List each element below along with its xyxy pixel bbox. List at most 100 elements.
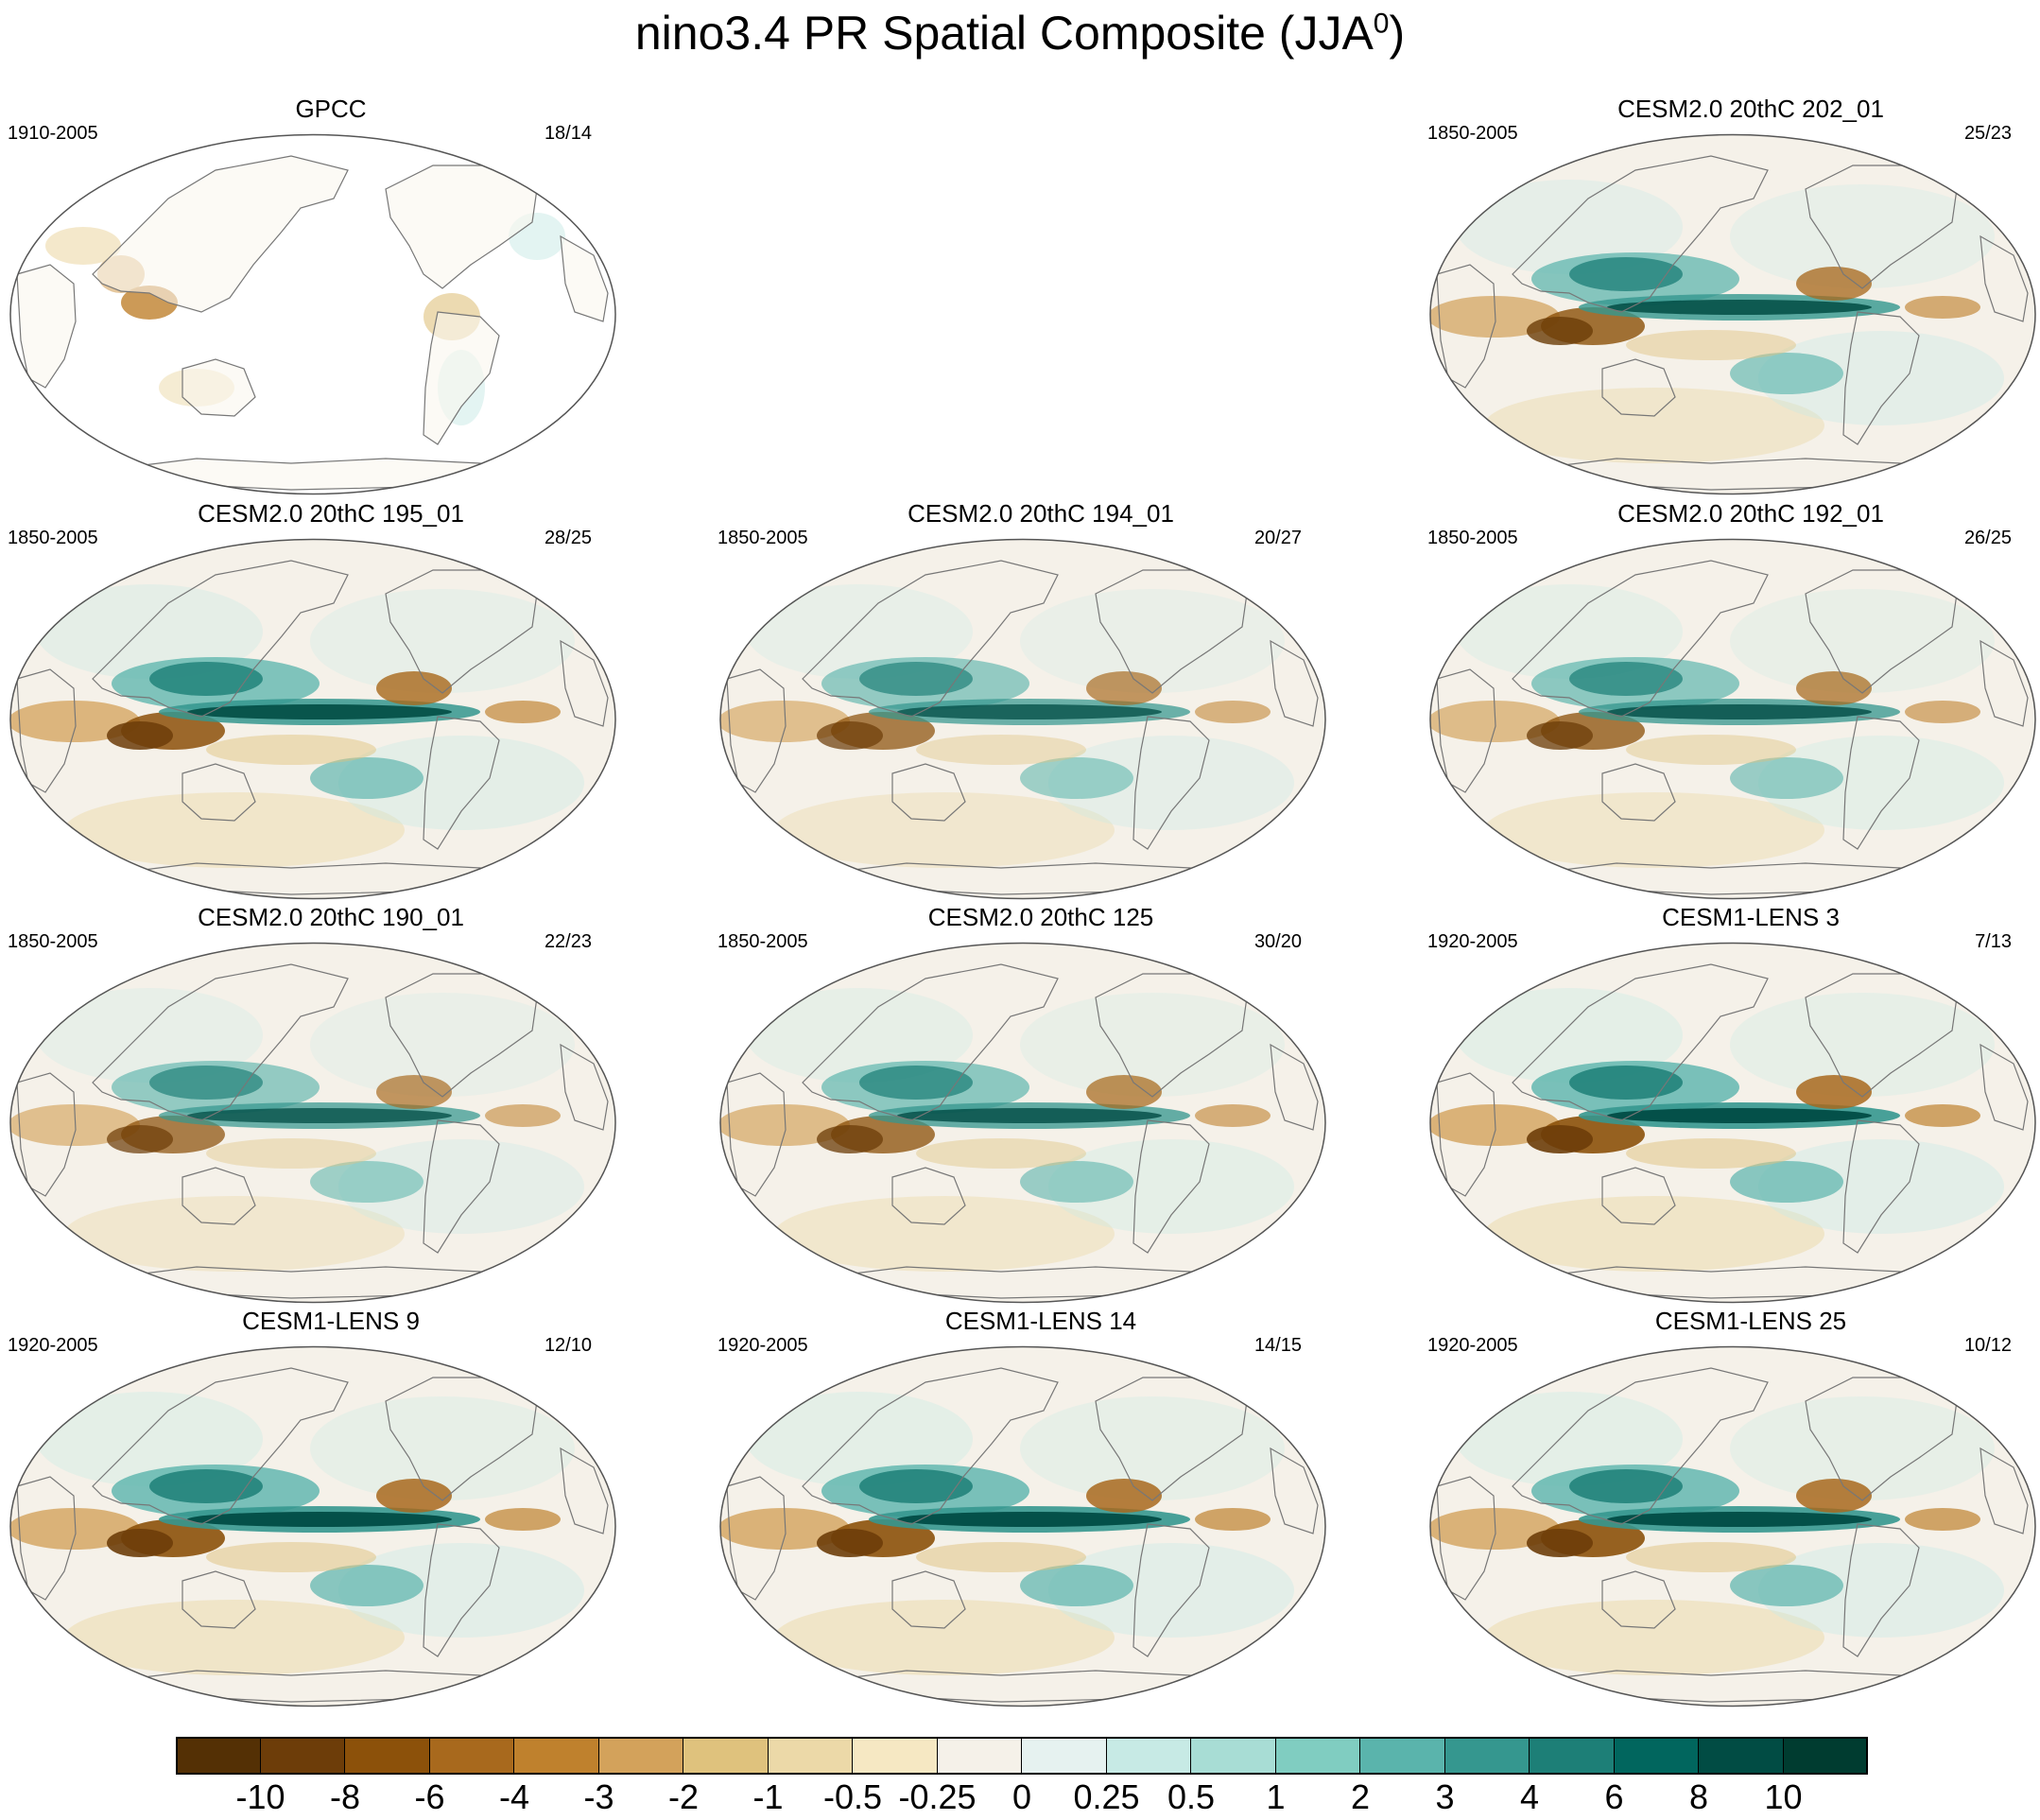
panel-event-count: 28/25 <box>544 528 592 548</box>
colorbar-tick-label: -0.5 <box>822 1777 883 1816</box>
map-border <box>9 1345 616 1707</box>
anomaly-region <box>1456 1392 1683 1486</box>
panel-event-count: 20/27 <box>1253 528 1302 548</box>
anomaly-region <box>1730 1565 1843 1606</box>
anomaly-region <box>1430 1508 1560 1550</box>
coastline <box>1979 639 2029 727</box>
anomaly-region <box>897 1108 1162 1123</box>
anomaly-region <box>1730 353 1843 394</box>
anomaly-region <box>1626 1138 1796 1169</box>
colorbar-tick-label: -4 <box>498 1777 530 1816</box>
map-border <box>9 133 616 495</box>
coastline <box>423 1119 500 1254</box>
coastline <box>423 311 500 445</box>
colorbar-tick-label: -6 <box>414 1777 445 1816</box>
coastlines <box>1436 155 2029 491</box>
panel-period: 1850-2005 <box>8 528 98 548</box>
panel-period: 1850-2005 <box>1427 123 1518 144</box>
colorbar-tick-label: 6 <box>1604 1777 1624 1816</box>
coastline <box>1270 1447 1319 1534</box>
anomaly-region <box>1195 701 1271 723</box>
anomaly-region <box>1456 584 1683 679</box>
coastline <box>1601 763 1676 822</box>
map-panel: CESM2.0 20thC 195_01 1850-2005 28/25 <box>0 499 662 906</box>
colorbar-labels: -10 -8 -6 -4 -3 -2 -1 -0.5 -0.25 0 0.25 0.5 1 2 3 4 6 8 10 <box>176 1777 1868 1819</box>
colorbar-segment <box>937 1737 1022 1775</box>
map-panel: GPCC 1910-2005 18/14 <box>0 95 662 501</box>
colorbar-tick-label: 0.25 <box>1073 1777 1140 1816</box>
coastline <box>1436 1072 1496 1197</box>
anomaly-region <box>1905 1104 1980 1127</box>
coastline <box>182 1570 256 1629</box>
robinson-map <box>1429 942 2036 1304</box>
anomaly-region <box>1796 267 1872 301</box>
anomaly-region <box>817 721 883 750</box>
colorbar-segment <box>345 1737 430 1775</box>
anomaly-region <box>1048 1543 1294 1638</box>
map-panel: CESM2.0 20thC 125 1850-2005 30/20 <box>710 903 1372 1309</box>
coastline <box>560 1447 609 1534</box>
coastline <box>120 458 519 491</box>
anomaly-region <box>1758 1543 2004 1638</box>
anomaly-region <box>206 1542 376 1572</box>
anomaly-region <box>1020 1396 1285 1500</box>
coastline <box>726 668 787 793</box>
coastline <box>16 264 77 389</box>
anomaly-region <box>1430 296 1560 338</box>
panel-title: GPCC <box>295 95 367 123</box>
anomaly-region <box>1730 589 1995 693</box>
anomaly-region <box>916 735 1086 765</box>
anomaly-region <box>187 704 452 719</box>
coastline <box>1132 716 1210 850</box>
anomaly-region <box>1905 296 1980 319</box>
colorbar-segment <box>176 1737 261 1775</box>
anomaly-field <box>1430 584 2004 868</box>
anomaly-region <box>1430 1104 1560 1146</box>
anomaly-region <box>107 1529 173 1557</box>
anomaly-region <box>1195 1104 1271 1127</box>
anomaly-region <box>720 1104 850 1146</box>
coastline <box>802 963 1059 1121</box>
anomaly-region <box>1905 701 1980 723</box>
panel-period: 1910-2005 <box>8 123 98 144</box>
anomaly-region <box>149 1469 263 1503</box>
colorbar-tick-label: 4 <box>1519 1777 1540 1816</box>
anomaly-field <box>1430 180 2004 463</box>
anomaly-region <box>1484 792 1824 868</box>
coastline <box>1436 264 1496 389</box>
anomaly-region <box>1796 671 1872 705</box>
anomaly-region <box>485 1508 561 1531</box>
anomaly-region <box>338 1543 584 1638</box>
anomaly-region <box>149 662 263 696</box>
colorbar-segment <box>1614 1737 1699 1775</box>
anomaly-region <box>1456 988 1683 1083</box>
robinson-map <box>719 538 1326 900</box>
map-panel: CESM2.0 20thC 190_01 1850-2005 22/23 <box>0 903 662 1309</box>
anomaly-region <box>720 701 850 742</box>
anomaly-region <box>338 736 584 830</box>
coastline <box>16 1072 77 1197</box>
anomaly-region <box>107 721 173 750</box>
robinson-map <box>9 942 616 1304</box>
coastline <box>1512 1367 1769 1525</box>
coastline <box>726 1476 787 1601</box>
robinson-map <box>1429 1345 2036 1707</box>
anomaly-region <box>720 1508 850 1550</box>
anomaly-region <box>1430 701 1560 742</box>
panel-period: 1920-2005 <box>1427 1335 1518 1356</box>
anomaly-region <box>310 993 575 1097</box>
coastline <box>1132 1523 1210 1657</box>
coastline <box>1842 311 1920 445</box>
coastline <box>1436 668 1496 793</box>
colorbar-tick-label: 10 <box>1764 1777 1803 1816</box>
anomaly-region <box>1086 1479 1162 1513</box>
map-panel: CESM1-LENS 9 1920-2005 12/10 <box>0 1307 662 1713</box>
anomaly-region <box>1456 180 1683 274</box>
anomaly-field <box>10 988 584 1272</box>
colorbar-frame <box>176 1737 1868 1775</box>
coastline <box>1842 1119 1920 1254</box>
panel-event-count: 30/20 <box>1253 931 1302 952</box>
colorbar-segment <box>514 1737 599 1775</box>
panel-title: CESM1-LENS 25 <box>1654 1307 1847 1335</box>
coastline <box>1842 716 1920 850</box>
